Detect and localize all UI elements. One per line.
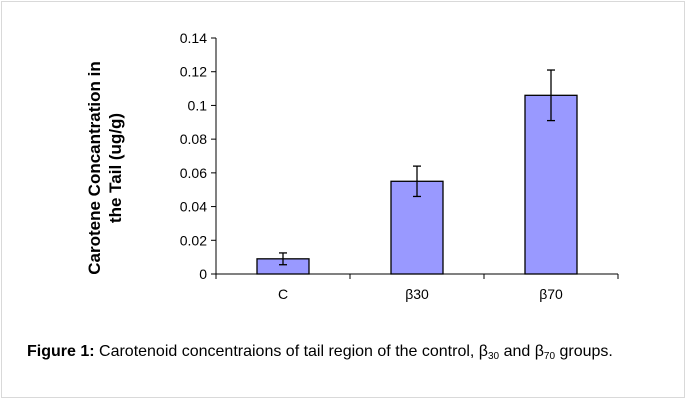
caption-text-after: groups.: [555, 343, 613, 360]
y-tick-label: 0.14: [180, 30, 207, 46]
y-tick-label: 0.08: [180, 131, 207, 147]
y-tick-label: 0.12: [180, 64, 207, 80]
y-axis-label-line-1: Carotene Concantration in: [85, 61, 104, 274]
y-tick-label: 0: [199, 266, 207, 282]
error-bars: [279, 69, 555, 266]
x-tick-label: β70: [539, 286, 563, 302]
bar-chart: Carotene Concantration in the Tail (ug/g…: [85, 30, 619, 302]
caption-label: Figure 1:: [27, 343, 95, 360]
caption-text-middle: and β: [499, 343, 544, 360]
x-tick-label: C: [278, 286, 288, 302]
figure-caption: Figure 1: Carotenoid concentraions of ta…: [27, 341, 672, 363]
x-tick-label: β30: [405, 286, 429, 302]
caption-text-before: Carotenoid concentraions of tail region …: [94, 343, 488, 360]
axes: [215, 38, 619, 279]
y-tick-label: 0.04: [180, 199, 207, 215]
y-tick-label: 0.06: [180, 165, 207, 181]
y-tick-label: 0.02: [180, 232, 207, 248]
bar-3: [524, 94, 578, 275]
error-bar-3: [547, 69, 555, 122]
caption-subscript-30: 30: [488, 351, 500, 362]
caption-subscript-70: 70: [543, 351, 556, 362]
y-axis-ticks: 0 0.02 0.04 0.06 0.08 0.1 0.12 0.14: [180, 30, 216, 282]
y-tick-label: 0.1: [188, 97, 208, 113]
y-axis-label-line-2: the Tail (ug/g): [106, 113, 125, 223]
y-axis-label: Carotene Concantration in the Tail (ug/g…: [85, 61, 125, 274]
error-bar-1: [279, 252, 287, 266]
error-bar-2: [413, 165, 421, 198]
